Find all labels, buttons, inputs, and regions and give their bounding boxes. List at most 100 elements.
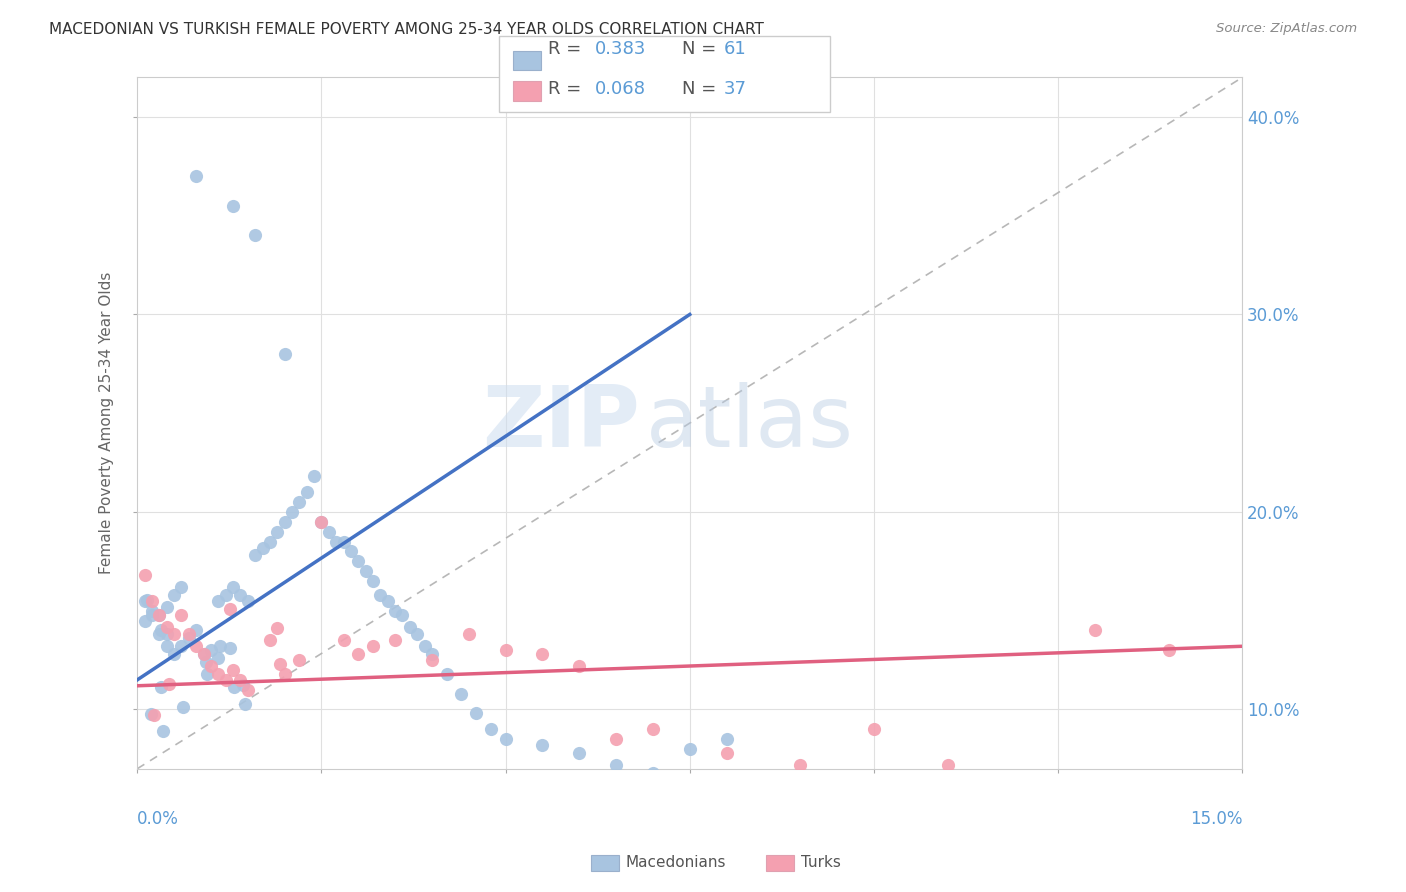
Point	[134, 568, 156, 582]
Point	[295, 485, 318, 500]
Text: 0.0%: 0.0%	[138, 810, 179, 828]
Point	[495, 643, 517, 657]
Point	[142, 707, 165, 722]
Point	[1084, 624, 1107, 638]
Point	[325, 534, 347, 549]
Text: R =: R =	[548, 80, 588, 98]
Point	[332, 534, 354, 549]
Point	[156, 640, 179, 654]
Point	[148, 607, 170, 622]
Point	[157, 677, 180, 691]
Point	[163, 588, 186, 602]
Text: Turks: Turks	[801, 855, 841, 870]
Point	[266, 621, 288, 635]
Point	[605, 757, 627, 772]
Point	[177, 627, 200, 641]
Point	[155, 627, 177, 641]
Point	[141, 604, 163, 618]
Point	[207, 594, 229, 608]
Point	[229, 673, 252, 687]
Point	[354, 564, 377, 578]
Point	[141, 607, 163, 622]
Point	[568, 659, 591, 673]
Point	[641, 765, 664, 780]
Point	[222, 663, 245, 677]
Point	[273, 347, 295, 361]
Point	[420, 647, 443, 661]
Point	[215, 673, 238, 687]
Text: ZIP: ZIP	[482, 382, 640, 465]
Point	[568, 746, 591, 760]
Point	[156, 619, 179, 633]
Point	[163, 647, 186, 661]
Text: MACEDONIAN VS TURKISH FEMALE POVERTY AMONG 25-34 YEAR OLDS CORRELATION CHART: MACEDONIAN VS TURKISH FEMALE POVERTY AMO…	[49, 22, 763, 37]
Point	[436, 667, 458, 681]
Point	[193, 647, 215, 661]
Point	[236, 594, 259, 608]
Point	[420, 653, 443, 667]
Point	[340, 544, 363, 558]
Point	[288, 495, 311, 509]
Point	[1157, 643, 1180, 657]
Point	[195, 667, 218, 681]
Point	[207, 667, 229, 681]
Point	[273, 515, 295, 529]
Text: atlas: atlas	[645, 382, 853, 465]
Point	[200, 643, 222, 657]
Point	[170, 640, 193, 654]
Point	[269, 657, 291, 671]
Point	[398, 619, 420, 633]
Text: 37: 37	[724, 80, 747, 98]
Point	[215, 588, 238, 602]
Point	[222, 580, 245, 594]
Point	[195, 656, 218, 670]
Point	[152, 723, 174, 738]
Text: 0.383: 0.383	[595, 40, 647, 58]
Text: Source: ZipAtlas.com: Source: ZipAtlas.com	[1216, 22, 1357, 36]
Text: 0.068: 0.068	[595, 80, 645, 98]
Point	[141, 594, 163, 608]
Point	[229, 588, 252, 602]
Point	[479, 723, 502, 737]
Point	[193, 647, 215, 661]
Point	[413, 640, 436, 654]
Point	[186, 640, 208, 654]
Point	[406, 627, 429, 641]
Point	[288, 653, 311, 667]
Point	[232, 678, 254, 692]
Point	[347, 554, 370, 568]
Point	[207, 651, 229, 665]
Point	[361, 640, 384, 654]
Point	[148, 627, 170, 641]
Point	[789, 757, 811, 772]
Point	[149, 681, 172, 695]
Point	[311, 515, 333, 529]
Point	[172, 699, 194, 714]
Point	[377, 594, 399, 608]
Point	[384, 633, 406, 648]
Point	[318, 524, 340, 539]
Point	[361, 574, 384, 588]
Point	[281, 505, 304, 519]
Point	[243, 228, 266, 243]
Point	[219, 640, 242, 655]
Point	[156, 599, 179, 614]
Point	[302, 469, 325, 483]
Point	[236, 682, 259, 697]
Point	[863, 723, 886, 737]
Point	[266, 524, 288, 539]
Point	[209, 639, 232, 653]
Y-axis label: Female Poverty Among 25-34 Year Olds: Female Poverty Among 25-34 Year Olds	[100, 272, 114, 574]
Point	[200, 659, 222, 673]
Point	[243, 549, 266, 563]
Text: 15.0%: 15.0%	[1189, 810, 1243, 828]
Point	[1010, 781, 1032, 796]
Point	[332, 633, 354, 648]
Point	[370, 588, 392, 602]
Point	[170, 580, 193, 594]
Text: 61: 61	[724, 40, 747, 58]
Point	[252, 541, 274, 555]
Point	[170, 607, 193, 622]
Point	[605, 732, 627, 747]
Point	[139, 707, 162, 722]
